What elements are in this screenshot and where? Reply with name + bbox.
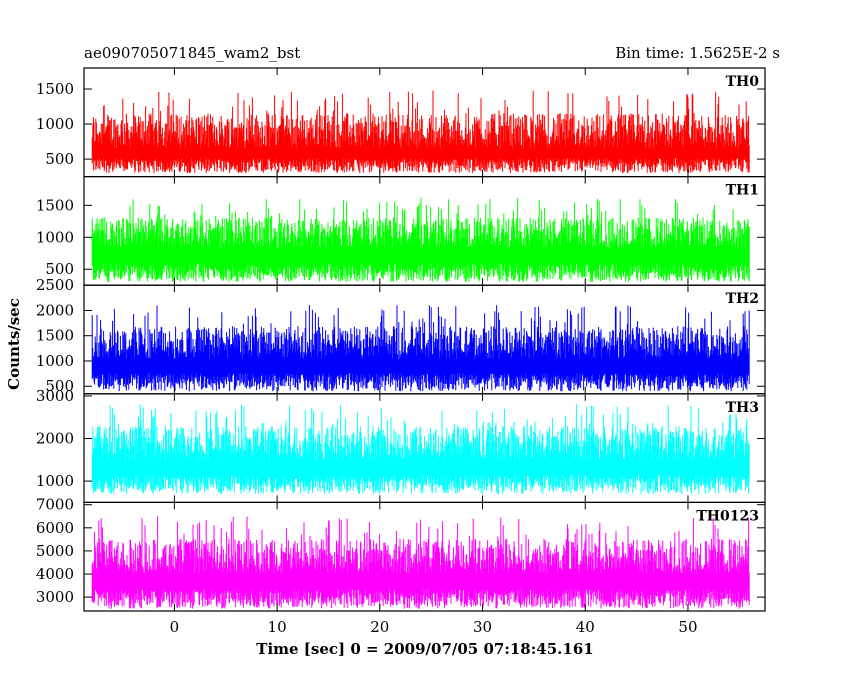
y-tick-label: 500	[45, 377, 74, 395]
panel-label-th0: TH0	[726, 74, 760, 90]
series-th2	[91, 305, 750, 392]
y-tick-label: 500	[45, 150, 74, 168]
panel-frame-th0123	[83, 501, 766, 612]
y-tick-label: 1500	[36, 196, 74, 214]
y-tick-label: 2500	[36, 276, 74, 294]
y-tick-label: 3000	[36, 588, 74, 606]
y-axis-label: Counts/sec	[5, 298, 23, 390]
y-tick-label: 500	[45, 260, 74, 278]
y-tick-label: 1500	[36, 327, 74, 345]
x-tick-label: 0	[170, 618, 180, 636]
observation-id-title: ae090705071845_wam2_bst	[84, 44, 301, 62]
panel-label-th1: TH1	[726, 183, 759, 199]
y-tick-label: 1000	[36, 352, 74, 370]
y-tick-label: 1500	[36, 80, 74, 98]
y-tick-label: 2000	[36, 301, 74, 319]
x-tick-label: 30	[473, 618, 492, 636]
x-axis-label: Time [sec] 0 = 2009/07/05 07:18:45.161	[256, 640, 594, 658]
y-tick-label: 6000	[36, 519, 74, 537]
series-th0123	[91, 516, 750, 609]
y-tick-label: 7000	[36, 496, 74, 514]
y-tick-label: 1000	[36, 228, 74, 246]
y-tick-label: 5000	[36, 542, 74, 560]
bin-time-label: Bin time: 1.5625E-2 s	[615, 44, 780, 62]
panel-label-th0123: TH0123	[696, 508, 759, 524]
x-tick-label: 40	[576, 618, 595, 636]
y-tick-label: 3000	[36, 387, 74, 405]
y-tick-label: 2000	[36, 430, 74, 448]
panel-label-th2: TH2	[726, 291, 759, 307]
panel-label-th3: TH3	[726, 400, 759, 416]
y-tick-label: 1000	[36, 472, 74, 490]
series-th0	[91, 90, 750, 174]
x-tick-label: 10	[268, 618, 287, 636]
series-th3	[91, 404, 750, 494]
y-tick-label: 1000	[36, 115, 74, 133]
series-th1	[91, 197, 750, 282]
y-tick-label: 4000	[36, 565, 74, 583]
x-tick-label: 50	[678, 618, 697, 636]
x-tick-label: 20	[370, 618, 389, 636]
